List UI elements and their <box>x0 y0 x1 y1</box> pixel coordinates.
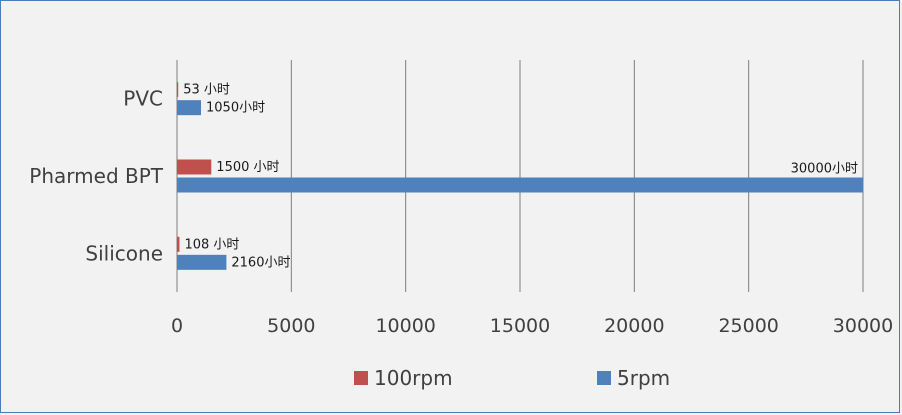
grid-lines <box>176 60 864 292</box>
category-label: PVC <box>123 87 163 111</box>
x-tick-label: 15000 <box>490 315 550 337</box>
data-label: 2160小时 <box>231 255 290 270</box>
x-tick-label: 5000 <box>267 315 315 337</box>
bar-100rpm-Pharmed-BPT <box>177 159 212 175</box>
legend-swatch-5rpm <box>597 371 611 385</box>
data-label: 30000小时 <box>791 162 858 177</box>
x-tick-label: 0 <box>171 315 183 337</box>
data-labels: 53 小时 1050小时 1500 小时 30000小时 108 小时 2160小时 <box>183 83 858 271</box>
legend-label-5rpm: 5rpm <box>617 366 670 390</box>
x-tick-label: 30000 <box>833 315 893 337</box>
data-label: 1050小时 <box>206 101 265 116</box>
data-label: 53 小时 <box>183 83 230 98</box>
axis-labels: 0 5000 10000 15000 20000 25000 30000 PVC Pharmed… <box>29 87 893 337</box>
data-label: 1500 小时 <box>216 160 279 175</box>
x-tick-label: 10000 <box>375 315 435 337</box>
legend-swatch-100rpm <box>354 371 368 385</box>
x-tick-label: 25000 <box>718 315 778 337</box>
legend-label-100rpm: 100rpm <box>374 366 453 390</box>
category-label: Silicone <box>85 241 163 265</box>
x-tick-label: 20000 <box>604 315 664 337</box>
legend: 100rpm 5rpm <box>354 366 670 390</box>
bar-5rpm-Silicone <box>177 254 227 270</box>
bar-5rpm-PVC <box>177 100 202 116</box>
category-label: Pharmed BPT <box>29 164 163 188</box>
bar-100rpm-Silicone <box>177 236 180 252</box>
bar-100rpm-PVC <box>177 82 179 98</box>
bars <box>177 82 863 270</box>
data-label: 108 小时 <box>184 237 239 252</box>
bar-5rpm-Pharmed-BPT <box>177 177 863 193</box>
